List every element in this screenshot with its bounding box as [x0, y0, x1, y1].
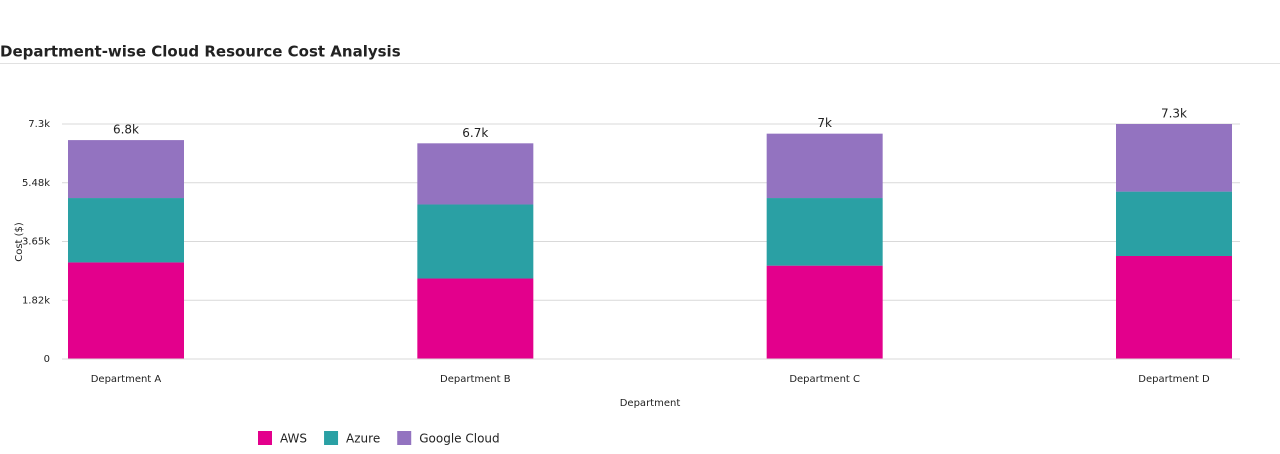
- y-tick-label: 5.48k: [22, 178, 50, 189]
- x-tick-label: Department A: [91, 374, 162, 385]
- legend-swatch[interactable]: [397, 431, 412, 445]
- x-tick-label: Department D: [1138, 374, 1210, 385]
- bar-segment: [766, 133, 883, 199]
- total-label: 6.8k: [113, 123, 139, 137]
- bar-segment: [766, 198, 883, 266]
- legend-swatch[interactable]: [258, 431, 272, 445]
- y-tick-label: 0: [44, 354, 50, 365]
- bar-segment: [68, 198, 184, 263]
- chart-title: Department-wise Cloud Resource Cost Anal…: [0, 43, 401, 61]
- x-tick-label: Department C: [789, 374, 860, 385]
- bar-segment: [68, 262, 184, 359]
- bar-segment: [417, 204, 534, 279]
- legend-label: AWS: [280, 432, 307, 446]
- legend-label: Google Cloud: [419, 432, 499, 446]
- y-tick-label: 3.65k: [22, 237, 50, 248]
- bar-segment: [417, 143, 534, 205]
- bar-segment: [1116, 124, 1232, 192]
- total-label: 7k: [817, 116, 832, 130]
- y-axis-title: Cost ($): [14, 222, 25, 262]
- bar-segment: [1116, 191, 1232, 256]
- total-label: 7.3k: [1161, 107, 1187, 121]
- total-label: 6.7k: [462, 126, 488, 140]
- y-tick-label: 1.82k: [22, 295, 50, 306]
- x-tick-label: Department B: [440, 374, 511, 385]
- bar-segment: [68, 140, 184, 199]
- x-axis-title: Department: [620, 398, 681, 409]
- y-tick-label: 7.3k: [28, 119, 50, 130]
- bar-segment: [417, 278, 534, 359]
- legend-label: Azure: [346, 432, 380, 446]
- bar-segment: [766, 265, 883, 359]
- bar-segment: [1116, 255, 1232, 359]
- legend-swatch[interactable]: [324, 431, 339, 445]
